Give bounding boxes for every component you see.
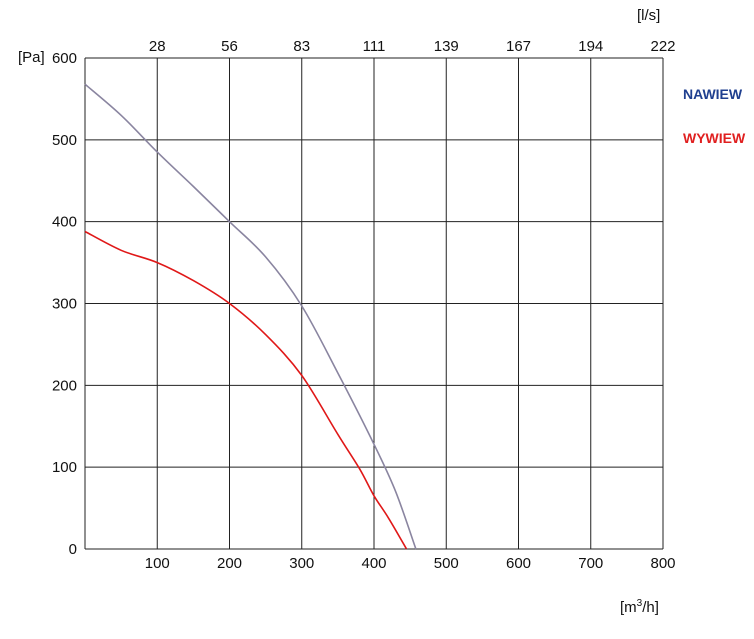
legend-entry-nawiew: NAWIEW (683, 86, 743, 102)
x-tick-label: 700 (578, 555, 603, 572)
legend-entry-wywiew: WYWIEW (683, 130, 746, 146)
y-tick-label: 600 (52, 50, 77, 67)
x-tick-label: 500 (434, 555, 459, 572)
x-axis-label: [m3/h] (620, 598, 659, 616)
y-tick-label: 300 (52, 296, 77, 313)
top-tick-label: 83 (293, 38, 310, 55)
y-tick-label: 100 (52, 459, 77, 476)
top-tick-label: 167 (506, 38, 531, 55)
top-tick-label: 139 (434, 38, 459, 55)
top-tick-label: 28 (149, 38, 166, 55)
top-tick-label: 222 (650, 38, 675, 55)
y-tick-label: 500 (52, 132, 77, 149)
series-line-wywiew (84, 230, 408, 550)
legend: NAWIEW WYWIEW (683, 86, 746, 146)
y-tick-label: 400 (52, 214, 77, 231)
y-axis-label: [Pa] (18, 49, 45, 66)
y-tick-label: 200 (52, 377, 77, 394)
top-axis-ticks: 28 56 83 111 139 167 194 222 (149, 38, 676, 55)
series-line-nawiew (84, 83, 417, 550)
x-tick-label: 200 (217, 555, 242, 572)
y-axis-ticks: 0 100 200 300 400 500 600 (52, 50, 77, 558)
x-tick-label: 800 (650, 555, 675, 572)
x-axis-ticks: 100 200 300 400 500 600 700 800 (145, 555, 676, 572)
top-tick-label: 194 (578, 38, 603, 55)
x-tick-label: 300 (289, 555, 314, 572)
x-tick-label: 600 (506, 555, 531, 572)
top-tick-label: 111 (363, 38, 386, 55)
series-lines (84, 83, 417, 550)
top-tick-label: 56 (221, 38, 238, 55)
grid-lines (84, 57, 664, 550)
y-tick-label: 0 (69, 541, 77, 558)
x-tick-label: 400 (361, 555, 386, 572)
top-axis-label: [l/s] (637, 7, 660, 24)
x-tick-label: 100 (145, 555, 170, 572)
